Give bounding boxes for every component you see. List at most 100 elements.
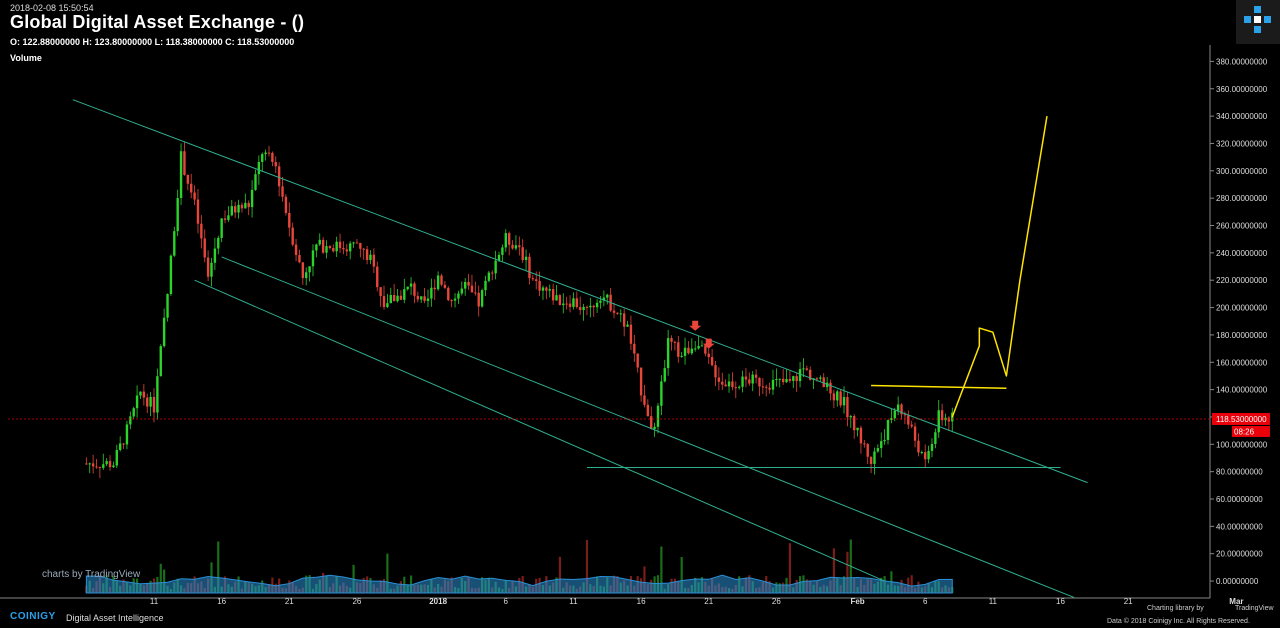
candle-body [920,452,924,454]
candle-body [748,379,751,384]
candle-body [788,378,792,381]
candle-body [518,245,521,248]
candle-body [683,347,687,356]
price-tick-label: 40.00000000 [1216,522,1263,531]
candle-body [825,382,829,388]
time-tick-label: 11 [569,597,578,606]
candle-body [118,443,122,450]
candle-body [430,287,433,299]
price-tick-label: 260.00000000 [1216,222,1268,231]
candle-body [460,288,464,294]
candle-body [836,391,839,401]
candle-body [487,272,491,281]
candle-body [822,377,825,388]
candle-body [903,414,907,416]
candle-body [305,272,308,279]
time-tick-label: 11 [150,597,159,606]
coinigy-logo-icon[interactable] [1236,0,1280,44]
time-tick-label: 11 [989,597,998,606]
candle-body [775,379,778,381]
candle-body [548,289,551,291]
candle-body [450,300,453,302]
volume-bar [217,541,220,594]
candle-body [937,410,940,433]
projection-curve [951,115,1048,418]
candle-body [98,467,102,469]
candle-body [277,166,281,187]
candle-body [876,448,880,452]
volume-bar [660,546,663,594]
candle-body [409,283,413,287]
candle-body [463,281,467,289]
candle-body [142,391,146,398]
countdown-label: 08:26 [1234,427,1255,436]
candle-body [768,387,771,390]
time-tick-label: 16 [217,597,226,606]
price-tick-label: 80.00000000 [1216,468,1263,477]
candle-body [484,280,487,291]
candle-body [288,212,291,228]
candle-body [792,376,795,381]
candle-body [392,294,396,302]
candle-body [271,152,274,163]
candle-body [335,241,338,252]
candle-body [531,278,535,280]
candle-body [193,192,196,200]
candle-body [369,254,372,260]
candle-body [761,386,765,388]
candle-body [453,298,457,301]
candle-body [403,289,406,300]
countdown-badge [1232,425,1270,437]
candle-body [666,338,670,369]
candle-body [741,376,744,387]
candle-body [785,378,788,383]
coinigy-brand[interactable]: COINIGY [10,611,56,622]
candle-body [771,379,775,390]
price-tick-label: 380.00000000 [1216,57,1268,66]
candle-body [890,418,893,420]
candle-body [721,381,724,385]
candle-body [856,427,859,431]
channel-lower-line [194,279,885,582]
candle-body [880,441,883,449]
sell-arrow-icon [702,338,715,349]
candle-body [220,218,223,238]
price-tick-label: 200.00000000 [1216,304,1268,313]
candle-body [352,242,355,244]
candle-body [846,397,849,418]
candle-body [802,368,805,370]
channel-middle-line [221,256,1075,598]
candle-body [507,233,511,245]
candle-body [389,294,392,304]
candle-body [930,443,934,451]
candle-body [325,246,328,253]
candle-body [105,461,108,465]
candle-body [135,395,139,409]
candle-body [514,245,518,249]
candle-body [511,244,514,249]
price-tick-label: 220.00000000 [1216,276,1268,285]
time-tick-label: 16 [637,597,646,606]
candle-body [203,238,206,258]
time-tick-label: 16 [1056,597,1065,606]
candle-body [186,174,190,184]
channel-upper-line [72,99,1088,484]
candle-body [595,302,599,308]
candle-body [622,313,626,327]
candle-body [470,285,474,293]
candle-body [545,287,548,291]
time-tick-label: 21 [285,597,294,606]
candle-body [538,281,541,291]
candle-body [940,410,944,421]
candle-body [677,342,680,357]
volume-ma-area [85,574,953,594]
candle-body [619,313,622,315]
chart-title: Global Digital Asset Exchange - () [10,12,305,32]
candle-body [951,412,954,422]
candle-body [338,241,342,248]
time-tick-label: 26 [772,597,781,606]
candle-body [426,298,430,301]
tradingview-link[interactable]: TradingView [1235,605,1274,612]
last-price-label: 118.53000000 [1216,415,1267,424]
